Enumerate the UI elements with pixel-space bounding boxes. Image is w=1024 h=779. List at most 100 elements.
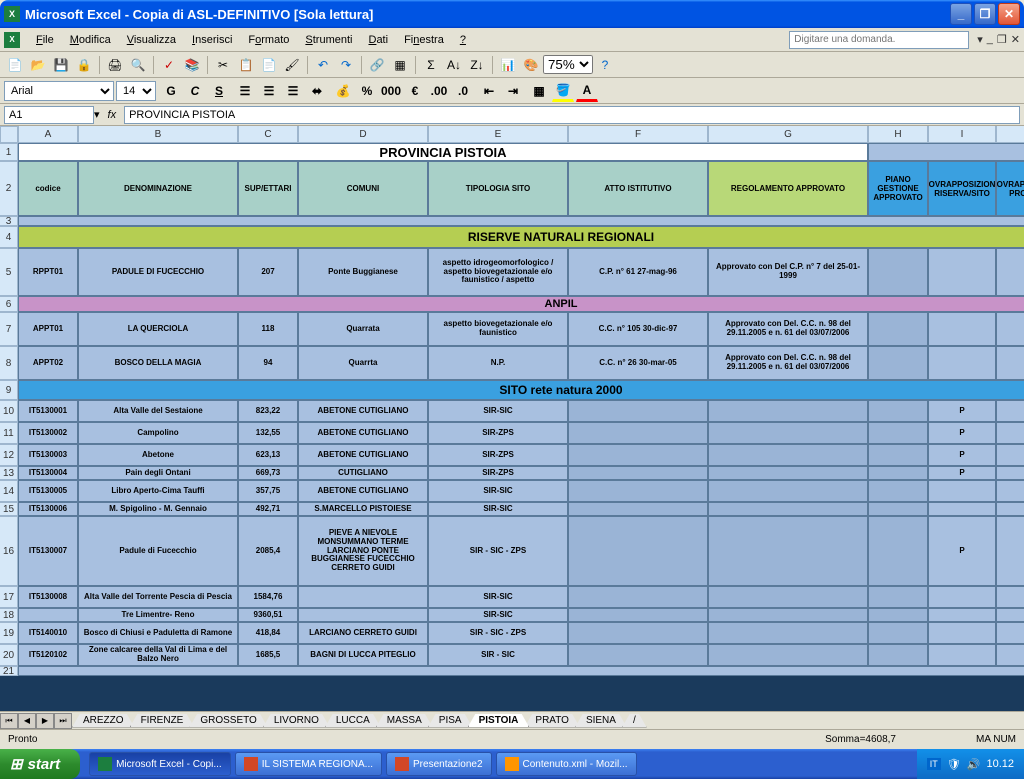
col-header-C[interactable]: C <box>238 126 298 143</box>
sort-asc-button[interactable]: A↓ <box>443 54 465 76</box>
tray-shield-icon[interactable]: 🛡 <box>947 758 961 771</box>
underline-button[interactable]: S <box>208 80 230 102</box>
fx-button[interactable]: fx <box>108 109 117 121</box>
taskbar-item-1[interactable]: IL SISTEMA REGIONA... <box>235 752 382 776</box>
menu-dati[interactable]: Dati <box>360 32 396 48</box>
align-right-button[interactable]: ☰ <box>282 80 304 102</box>
row-header-10[interactable]: 10 <box>0 400 18 422</box>
permissions-button[interactable]: 🔒 <box>73 54 95 76</box>
italic-button[interactable]: C <box>184 80 206 102</box>
select-all-button[interactable] <box>0 126 18 143</box>
maximize-button[interactable]: ❐ <box>974 3 996 25</box>
dec-decimal-button[interactable]: .0 <box>452 80 474 102</box>
size-combo[interactable]: 14 <box>116 81 156 101</box>
row-header-12[interactable]: 12 <box>0 444 18 466</box>
col-header-H[interactable]: H <box>868 126 928 143</box>
doc-close-button[interactable]: ✕ <box>1011 33 1020 46</box>
borders-button[interactable]: ▦ <box>389 54 411 76</box>
row-header-9[interactable]: 9 <box>0 380 18 400</box>
undo-button[interactable]: ↶ <box>312 54 334 76</box>
autosum-button[interactable]: Σ <box>420 54 442 76</box>
name-box[interactable]: A1 <box>4 106 94 124</box>
hyperlink-button[interactable]: 🔗 <box>366 54 388 76</box>
inc-indent-button[interactable]: ⇥ <box>502 80 524 102</box>
save-button[interactable]: 💾 <box>50 54 72 76</box>
merge-button[interactable]: ⬌ <box>306 80 328 102</box>
name-box-dropdown[interactable]: ▾ <box>94 108 100 121</box>
percent-button[interactable]: % <box>356 80 378 102</box>
menu-formato[interactable]: Formato <box>240 32 297 48</box>
sheet-tab-lucca[interactable]: LUCCA <box>325 714 381 728</box>
sheet-tab-prato[interactable]: PRATO <box>524 714 580 728</box>
bold-button[interactable]: G <box>160 80 182 102</box>
row-header-5[interactable]: 5 <box>0 248 18 296</box>
help-button[interactable]: ? <box>594 54 616 76</box>
row-header-20[interactable]: 20 <box>0 644 18 666</box>
align-center-button[interactable]: ☰ <box>258 80 280 102</box>
redo-button[interactable]: ↷ <box>335 54 357 76</box>
col-header-E[interactable]: E <box>428 126 568 143</box>
start-button[interactable]: ⊞start <box>0 749 80 779</box>
row-header-1[interactable]: 1 <box>0 143 18 161</box>
tab-nav-next[interactable]: ▶ <box>36 713 54 729</box>
new-button[interactable]: 📄 <box>4 54 26 76</box>
dec-indent-button[interactable]: ⇤ <box>478 80 500 102</box>
col-header-B[interactable]: B <box>78 126 238 143</box>
col-header-J[interactable]: J <box>996 126 1024 143</box>
font-combo[interactable]: Arial <box>4 81 114 101</box>
tab-nav-last[interactable]: ⏭ <box>54 713 72 729</box>
sheet-tab-siena[interactable]: SIENA <box>575 714 627 728</box>
format-painter-button[interactable]: 🖌 <box>281 54 303 76</box>
col-header-F[interactable]: F <box>568 126 708 143</box>
preview-button[interactable]: 🔍 <box>127 54 149 76</box>
row-header-21[interactable]: 21 <box>0 666 18 676</box>
taskbar-item-0[interactable]: Microsoft Excel - Copi... <box>89 752 231 776</box>
doc-restore-button[interactable]: _ <box>987 33 993 46</box>
row-header-13[interactable]: 13 <box>0 466 18 480</box>
sheet-tab-arezzo[interactable]: AREZZO <box>72 714 135 728</box>
row-header-3[interactable]: 3 <box>0 216 18 226</box>
row-header-14[interactable]: 14 <box>0 480 18 502</box>
row-header-18[interactable]: 18 <box>0 608 18 622</box>
row-header-19[interactable]: 19 <box>0 622 18 644</box>
menu-modifica[interactable]: Modifica <box>62 32 119 48</box>
formula-input[interactable]: PROVINCIA PISTOIA <box>124 106 1020 124</box>
close-button[interactable]: ✕ <box>998 3 1020 25</box>
sheet-tab-firenze[interactable]: FIRENZE <box>130 714 195 728</box>
fill-color-button[interactable]: 🪣 <box>552 80 574 102</box>
paste-button[interactable]: 📄 <box>258 54 280 76</box>
drawing-button[interactable]: 🎨 <box>520 54 542 76</box>
font-color-button[interactable]: A <box>576 80 598 102</box>
research-button[interactable]: 📚 <box>181 54 203 76</box>
menu-file[interactable]: File <box>28 32 62 48</box>
system-tray[interactable]: IT 🛡 🔊 10.12 <box>917 749 1024 779</box>
inc-decimal-button[interactable]: .00 <box>428 80 450 102</box>
chart-button[interactable]: 📊 <box>497 54 519 76</box>
borders-dropdown[interactable]: ▦ <box>528 80 550 102</box>
doc-max-button[interactable]: ❐ <box>997 33 1007 46</box>
sheet-tab-grosseto[interactable]: GROSSETO <box>189 714 268 728</box>
col-header-D[interactable]: D <box>298 126 428 143</box>
tray-lang-icon[interactable]: IT <box>927 758 941 770</box>
row-header-15[interactable]: 15 <box>0 502 18 516</box>
question-input[interactable] <box>789 31 969 49</box>
taskbar-item-2[interactable]: Presentazione2 <box>386 752 492 776</box>
sheet-tab-pistoia[interactable]: PISTOIA <box>468 714 530 728</box>
col-header-I[interactable]: I <box>928 126 996 143</box>
align-left-button[interactable]: ☰ <box>234 80 256 102</box>
thousands-button[interactable]: 000 <box>380 80 402 102</box>
row-header-17[interactable]: 17 <box>0 586 18 608</box>
spreadsheet-grid[interactable]: ABCDEFGHIJK1PROVINCIA PISTOIA2codiceDENO… <box>0 126 1024 711</box>
tray-clock[interactable]: 10.12 <box>986 758 1014 770</box>
excel-doc-icon[interactable]: X <box>4 32 20 48</box>
minimize-button[interactable]: _ <box>950 3 972 25</box>
menu-visualizza[interactable]: Visualizza <box>119 32 184 48</box>
row-header-6[interactable]: 6 <box>0 296 18 312</box>
row-header-11[interactable]: 11 <box>0 422 18 444</box>
row-header-8[interactable]: 8 <box>0 346 18 380</box>
tab-nav-first[interactable]: ⏮ <box>0 713 18 729</box>
open-button[interactable]: 📂 <box>27 54 49 76</box>
currency-button[interactable]: 💰 <box>332 80 354 102</box>
row-header-4[interactable]: 4 <box>0 226 18 248</box>
menu-inserisci[interactable]: Inserisci <box>184 32 240 48</box>
